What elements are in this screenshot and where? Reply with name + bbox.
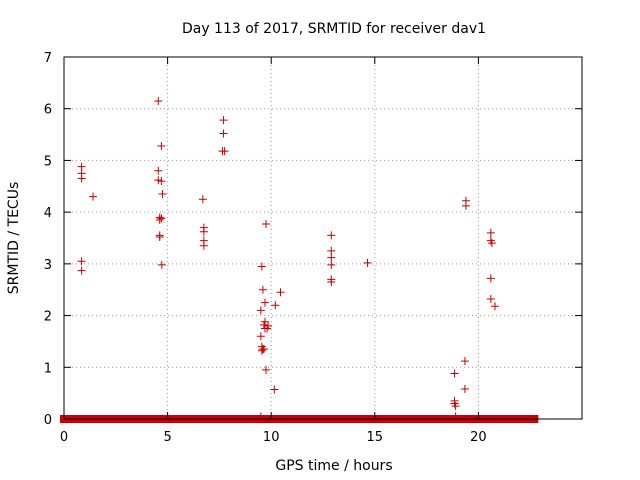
plot-frame — [63, 56, 583, 420]
chart-title: Day 113 of 2017, SRMTID for receiver dav… — [182, 21, 486, 37]
axis-ticks — [63, 56, 582, 420]
data-point — [77, 174, 86, 183]
data-point — [157, 141, 166, 150]
data-points — [77, 96, 499, 421]
x-axis-label: GPS time / hours — [275, 458, 392, 474]
data-point — [157, 214, 166, 223]
data-point — [486, 295, 495, 304]
data-point — [157, 177, 166, 186]
data-point — [461, 201, 470, 210]
data-point — [199, 227, 208, 236]
data-point — [155, 215, 164, 224]
data-point — [157, 260, 166, 269]
data-point — [199, 241, 208, 250]
data-point — [327, 260, 336, 269]
y-tick-label: 0 — [44, 413, 52, 428]
data-point — [460, 385, 469, 394]
data-point — [327, 253, 336, 262]
data-point — [220, 147, 229, 156]
x-tick-label: 20 — [470, 430, 487, 445]
data-point — [327, 231, 336, 240]
data-point — [154, 96, 163, 105]
y-tick-label: 7 — [44, 51, 52, 66]
data-point — [451, 402, 460, 411]
data-point — [256, 332, 265, 341]
y-axis-label: SRMTID / TECUs — [6, 182, 22, 295]
data-point — [77, 257, 86, 266]
data-point — [270, 385, 279, 394]
grid-lines — [64, 57, 582, 419]
data-point — [77, 266, 86, 275]
y-tick-label: 1 — [44, 361, 52, 376]
x-tick-labels: 0 5 10 15 20 — [60, 430, 487, 445]
data-point — [486, 274, 495, 283]
y-tick-labels: 0 1 2 3 4 5 6 7 — [44, 51, 52, 428]
data-point — [198, 195, 207, 204]
data-point — [259, 345, 268, 354]
y-tick-label: 4 — [44, 206, 52, 221]
x-tick-label: 15 — [367, 430, 384, 445]
data-point — [262, 220, 271, 229]
x-tick-label: 0 — [60, 430, 68, 445]
data-point — [276, 288, 285, 297]
y-tick-label: 6 — [44, 103, 52, 118]
data-point — [271, 301, 280, 310]
data-point — [154, 166, 163, 175]
y-tick-label: 2 — [44, 310, 52, 325]
data-point — [257, 346, 266, 355]
data-point — [77, 162, 86, 171]
data-point — [264, 321, 273, 330]
data-point — [258, 285, 267, 294]
x-tick-label: 5 — [163, 430, 171, 445]
data-point — [219, 129, 228, 138]
data-point — [327, 246, 336, 255]
data-point — [486, 228, 495, 237]
data-point — [327, 277, 336, 286]
data-point — [260, 298, 269, 307]
data-point — [487, 239, 496, 248]
data-point — [490, 302, 499, 311]
data-point — [257, 262, 266, 271]
data-point — [256, 306, 265, 315]
data-point — [262, 365, 271, 374]
y-tick-label: 5 — [44, 154, 52, 169]
data-point — [155, 232, 164, 241]
data-point — [158, 190, 167, 199]
y-tick-label: 3 — [44, 258, 52, 273]
data-point — [363, 258, 372, 267]
data-point — [460, 357, 469, 366]
data-point — [219, 116, 228, 125]
x-tick-label: 10 — [263, 430, 280, 445]
data-point — [89, 192, 98, 201]
data-point — [450, 369, 459, 378]
